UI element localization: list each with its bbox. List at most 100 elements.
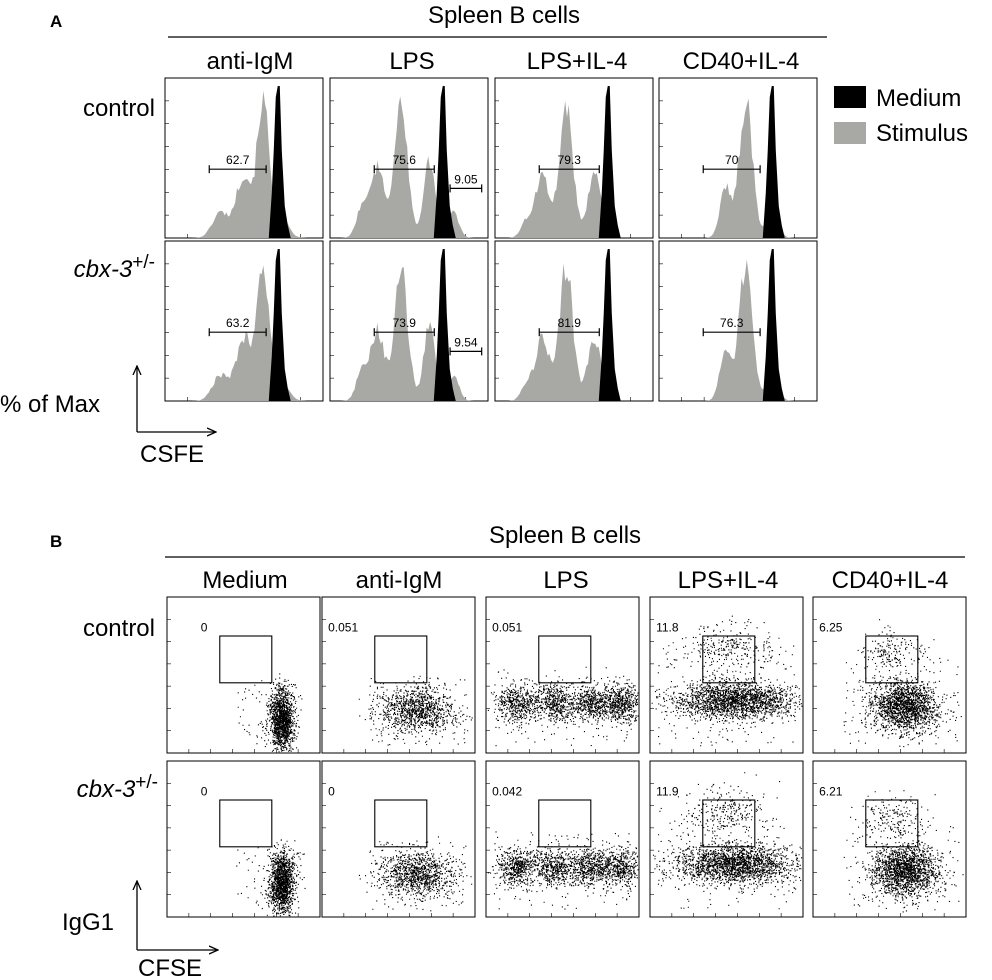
medium-histogram [433,249,456,401]
scatter-points [236,839,306,917]
medium-histogram [762,249,785,401]
panel-b-letter: B [50,532,62,551]
panel-b-scatter-grid: 0 0.051 0.051 11.8 6.25 0 0 0.042 11.9 6.21 [166,596,967,918]
scatter-panel: 6.25 [812,596,967,754]
panel-a-letter: A [50,12,62,31]
medium-histogram [433,86,456,238]
gate-box [219,799,273,848]
gate-box [538,635,592,684]
scatter-panel: 0.051 [485,596,640,754]
histogram-panel: 70 [658,77,818,239]
medium-histogram [762,86,785,238]
stimulus-histogram [495,263,653,401]
gate-box [538,799,592,848]
stimulus-histogram [659,259,817,401]
panel-b-col-label: LPS [543,567,588,594]
scatter-frame [166,596,321,754]
panel-b-col-label: LPS+IL-4 [678,567,779,594]
medium-histogram [598,249,621,401]
panel-a-col-label: LPS [389,48,434,75]
stimulus-histogram [165,265,323,401]
scatter-frame [485,760,640,918]
panel-a-row-label-cbx3: cbx-3+/- [74,252,155,283]
gate-percentage-label: 0 [201,784,208,798]
scatter-panel: 0.051 [321,596,476,754]
scatter-points [843,619,962,748]
scatter-points [358,675,473,746]
histogram-panel: 79.3 [494,77,654,239]
gate-percentage-label: 11.8 [656,620,679,634]
legend-swatch-stimulus [834,122,866,144]
row-label-gene: cbx-3 [77,776,136,803]
medium-histogram [268,86,291,238]
stimulus-histogram [165,90,323,238]
panel-a-col-label: anti-IgM [207,48,294,75]
panel-b-x-axis-label: CFSE [138,955,202,980]
panel-b-col-label: Medium [202,567,287,594]
gate-percentage-label: 0.051 [492,620,522,634]
panel-a-col-label: LPS+IL-4 [527,48,628,75]
scatter-points [487,831,639,910]
gate-box [865,799,919,848]
scatter-frame [321,596,476,754]
gate-box [219,635,273,684]
gate-percentage-label: 70 [725,153,739,167]
gate-percentage-label: 73.9 [393,316,417,330]
panel-b-row-label-cbx3: cbx-3+/- [77,772,158,803]
panel-a-row-label-control: control [83,95,155,122]
gate-percentage-label: 62.7 [226,153,250,167]
panel-b-col-label: anti-IgM [356,567,443,594]
scatter-panel: 0 [166,760,321,918]
gate-percentage-label: 75.6 [393,153,417,167]
row-label-superscript: +/- [135,772,158,793]
panel-a-col-label: CD40+IL-4 [683,48,800,75]
gate-percentage-label: 81.9 [558,316,582,330]
scatter-panel: 11.8 [649,596,804,754]
legend-label-stimulus: Stimulus [876,120,968,147]
legend-swatch-medium [834,86,866,108]
scatter-points [843,790,964,913]
gate-percentage-label: 79.3 [558,153,582,167]
gate-percentage-label: 9.54 [454,335,478,349]
row-label-superscript: +/- [132,252,155,273]
scatter-panel: 6.21 [812,760,967,918]
stimulus-histogram [495,100,653,238]
gate-percentage-label: 0.051 [328,620,358,634]
scatter-panel: 0 [321,760,476,918]
scatter-frame [649,596,804,754]
histogram-panel: 62.7 [164,77,324,239]
stimulus-histogram [330,267,488,401]
histogram-panel: 81.9 [494,240,654,402]
panel-a-x-axis-label: CSFE [140,441,204,468]
medium-histogram [598,86,621,238]
panel-b-col-label: CD40+IL-4 [832,567,949,594]
scatter-points [652,772,803,910]
scatter-points [358,836,473,912]
stimulus-histogram [659,98,817,238]
gate-box [865,635,919,684]
row-label-gene: cbx-3 [74,256,133,283]
scatter-points [237,673,303,753]
scatter-panel: 0.042 [485,760,640,918]
gate-box [374,799,428,848]
scatter-frame [485,596,640,754]
histogram-panel: 63.2 [164,240,324,402]
panel-b-row-label-control: control [83,615,155,642]
scatter-panel: 0 [166,596,321,754]
gate-percentage-label: 6.25 [819,620,843,634]
gate-percentage-label: 0 [328,784,335,798]
legend-label-medium: Medium [876,85,961,112]
gate-percentage-label: 11.9 [656,784,679,798]
gate-percentage-label: 6.21 [819,784,843,798]
gate-percentage-label: 9.05 [454,172,478,186]
histogram-panel: 76.3 [658,240,818,402]
panel-a-y-axis-label: % of Max [0,391,100,418]
scatter-frame [321,760,476,918]
scatter-frame [649,760,804,918]
gate-box [702,635,756,684]
gate-percentage-label: 0 [201,620,208,634]
scatter-panel: 11.9 [649,760,804,918]
panel-b-header: Spleen B cells [489,522,641,549]
stimulus-histogram [330,96,488,238]
panel-b-y-axis-label: IgG1 [62,909,114,936]
